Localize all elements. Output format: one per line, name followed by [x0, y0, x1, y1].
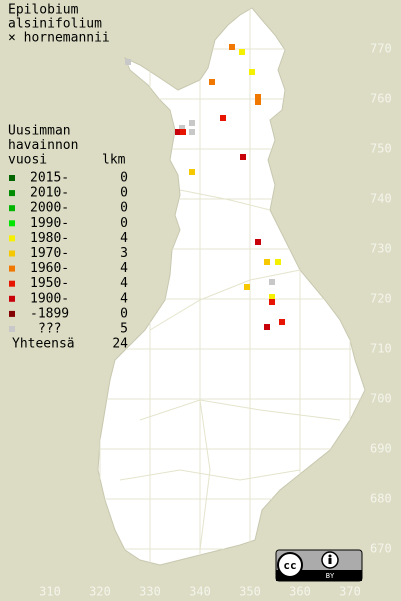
y-label: 670 — [370, 542, 392, 556]
observation — [189, 169, 195, 175]
x-label: 340 — [189, 585, 211, 599]
legend-count: 0 — [120, 186, 128, 201]
legend-label: 1980- — [30, 231, 69, 246]
legend-label: 1960- — [30, 261, 69, 276]
observation — [209, 79, 215, 85]
legend-label: -1899 — [30, 306, 69, 321]
legend-count: 3 — [120, 246, 128, 261]
legend-label: ??? — [38, 322, 61, 337]
finland — [97, 7, 366, 566]
y-label: 740 — [370, 192, 392, 206]
badge-label: BY — [326, 572, 335, 580]
y-label: 770 — [370, 42, 392, 56]
total-label: Yhteensä — [12, 337, 75, 352]
title-line: × hornemannii — [8, 31, 110, 46]
legend-heading: Uusimman — [8, 124, 71, 139]
legend-swatch — [9, 205, 15, 212]
y-label: 720 — [370, 292, 392, 306]
legend-label: 1950- — [30, 276, 69, 291]
legend-swatch — [9, 265, 15, 272]
cc-icon: cc — [283, 559, 296, 572]
legend-count: 4 — [120, 261, 128, 276]
y-label: 760 — [370, 92, 392, 106]
x-label: 310 — [39, 585, 61, 599]
legend-label: 1990- — [30, 216, 69, 231]
y-label: 700 — [370, 392, 392, 406]
y-label: 680 — [370, 492, 392, 506]
count-heading: lkm — [102, 153, 126, 168]
legend-swatch — [9, 310, 15, 317]
legend-label: 1970- — [30, 246, 69, 261]
legend-heading: vuosi — [8, 153, 47, 168]
observation — [255, 94, 261, 100]
x-label: 350 — [239, 585, 261, 599]
legend-count: 4 — [120, 291, 128, 306]
legend-swatch — [9, 250, 15, 257]
total-value: 24 — [112, 337, 128, 352]
title-line: alsinifolium — [8, 17, 102, 32]
legend-count: 5 — [120, 322, 128, 337]
legend-swatch — [9, 175, 15, 181]
y-label: 730 — [370, 242, 392, 256]
y-label: 690 — [370, 442, 392, 456]
legend-label: 2015- — [30, 171, 69, 186]
x-label: 330 — [139, 585, 161, 599]
legend-swatch — [9, 326, 15, 332]
legend-count: 0 — [120, 201, 128, 216]
legend-count: 4 — [120, 231, 128, 246]
legend-count: 0 — [120, 216, 128, 231]
legend-swatch — [9, 295, 15, 302]
x-label: 370 — [339, 585, 361, 599]
legend-swatch — [9, 190, 15, 197]
observation — [189, 129, 195, 135]
legend-label: 1900- — [30, 291, 69, 306]
observation — [264, 259, 270, 265]
observation — [179, 125, 185, 131]
legend-label: 2010- — [30, 186, 69, 201]
observation — [229, 44, 235, 50]
x-label: 360 — [289, 585, 311, 599]
observation — [269, 294, 275, 300]
region-borders — [119, 189, 341, 551]
legend-swatch — [9, 220, 15, 227]
observation — [244, 284, 250, 290]
legend-label: 2000- — [30, 201, 69, 216]
observation — [180, 129, 186, 135]
observation — [240, 154, 246, 160]
legend-swatch — [9, 280, 15, 287]
observation — [279, 319, 285, 325]
observation — [189, 120, 195, 126]
observation — [264, 324, 270, 330]
observation — [220, 115, 226, 121]
observation — [255, 99, 261, 105]
legend-swatch — [9, 235, 15, 242]
observation — [125, 59, 131, 65]
observation — [255, 239, 261, 245]
cc-badge: cc BY — [275, 549, 363, 582]
observation — [239, 49, 245, 55]
observation — [275, 259, 281, 265]
observation — [269, 279, 275, 285]
y-label: 750 — [370, 142, 392, 156]
x-label: 320 — [89, 585, 111, 599]
title-line: Epilobium — [8, 3, 79, 18]
legend-heading: havainnon — [8, 138, 78, 153]
observation — [175, 129, 181, 135]
observation — [269, 299, 275, 305]
legend-count: 0 — [120, 171, 128, 186]
y-label: 710 — [370, 342, 392, 356]
observation — [249, 69, 255, 75]
legend-count: 4 — [120, 276, 128, 291]
legend-count: 0 — [120, 306, 128, 321]
